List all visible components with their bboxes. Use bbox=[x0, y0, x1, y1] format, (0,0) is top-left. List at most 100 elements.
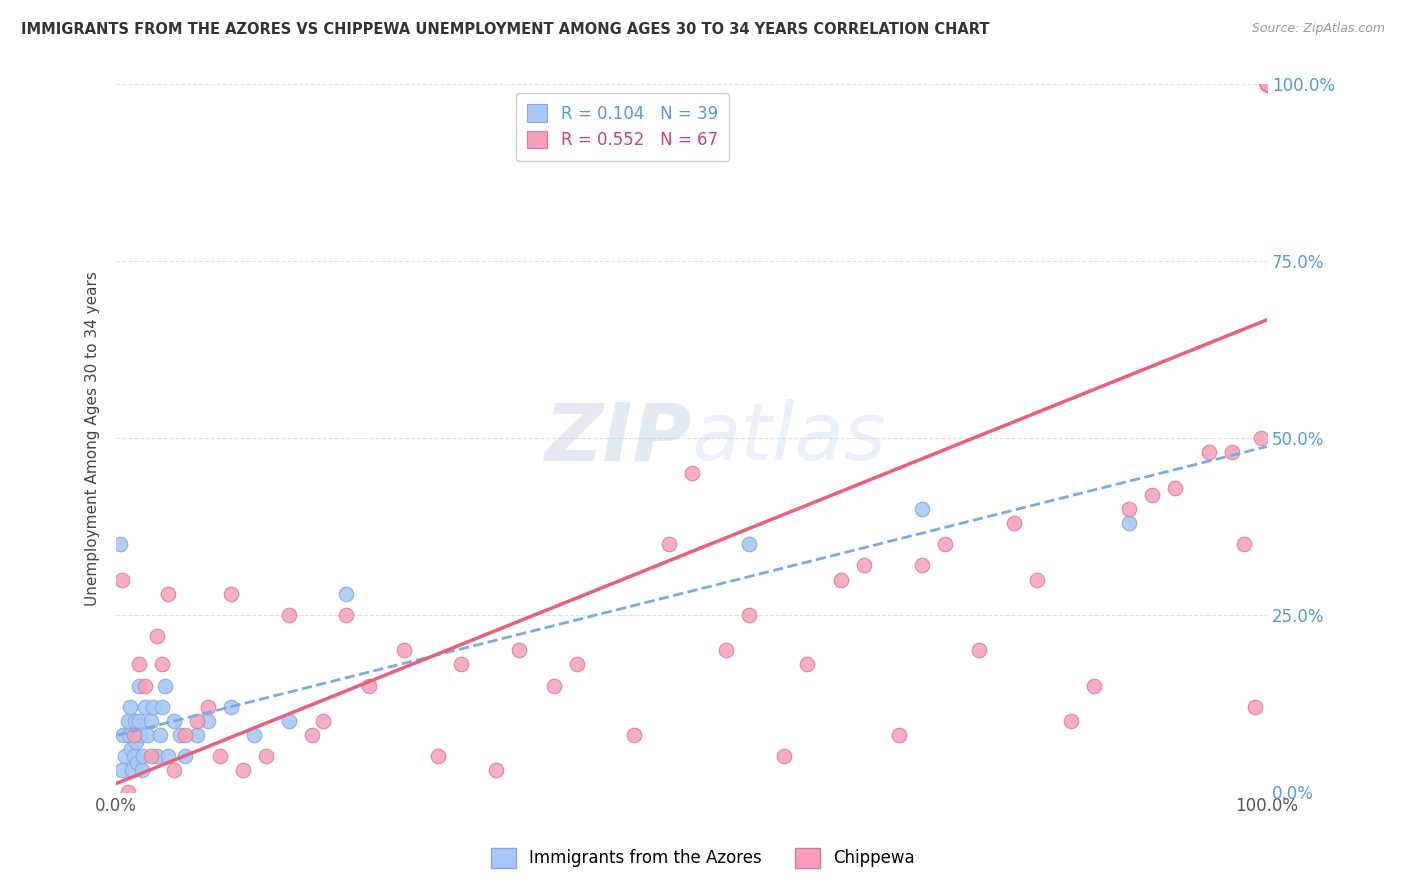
Point bbox=[122, 728, 145, 742]
Point bbox=[1025, 573, 1047, 587]
Point bbox=[134, 699, 156, 714]
Point bbox=[157, 749, 180, 764]
Point bbox=[853, 558, 876, 573]
Point bbox=[254, 749, 277, 764]
Point bbox=[1198, 445, 1220, 459]
Point bbox=[153, 679, 176, 693]
Point bbox=[277, 607, 299, 622]
Point bbox=[738, 537, 761, 551]
Point bbox=[714, 643, 737, 657]
Point bbox=[1256, 78, 1278, 92]
Point bbox=[392, 643, 415, 657]
Point bbox=[124, 714, 146, 728]
Point bbox=[1118, 501, 1140, 516]
Point bbox=[1060, 714, 1083, 728]
Point bbox=[623, 728, 645, 742]
Point bbox=[128, 714, 150, 728]
Legend: R = 0.104   N = 39, R = 0.552   N = 67: R = 0.104 N = 39, R = 0.552 N = 67 bbox=[516, 93, 730, 161]
Point bbox=[197, 714, 219, 728]
Point bbox=[450, 657, 472, 672]
Point bbox=[911, 558, 934, 573]
Point bbox=[150, 657, 173, 672]
Point bbox=[111, 764, 134, 778]
Point bbox=[1164, 481, 1187, 495]
Point bbox=[139, 714, 162, 728]
Point bbox=[128, 657, 150, 672]
Point bbox=[1256, 78, 1278, 92]
Point bbox=[1256, 78, 1278, 92]
Point bbox=[1256, 78, 1278, 92]
Point bbox=[911, 501, 934, 516]
Point bbox=[129, 728, 152, 742]
Point bbox=[174, 749, 197, 764]
Y-axis label: Unemployment Among Ages 30 to 34 years: Unemployment Among Ages 30 to 34 years bbox=[86, 270, 100, 606]
Point bbox=[335, 587, 357, 601]
Point bbox=[427, 749, 450, 764]
Text: atlas: atlas bbox=[692, 399, 886, 477]
Point bbox=[681, 467, 703, 481]
Point bbox=[125, 735, 148, 749]
Point bbox=[1256, 78, 1278, 92]
Point bbox=[1256, 78, 1278, 92]
Point bbox=[543, 679, 565, 693]
Point bbox=[197, 699, 219, 714]
Point bbox=[1256, 78, 1278, 92]
Point bbox=[120, 742, 142, 756]
Text: ZIP: ZIP bbox=[544, 399, 692, 477]
Point bbox=[145, 749, 167, 764]
Text: Source: ZipAtlas.com: Source: ZipAtlas.com bbox=[1251, 22, 1385, 36]
Point bbox=[186, 728, 208, 742]
Point bbox=[111, 573, 134, 587]
Point bbox=[738, 607, 761, 622]
Point bbox=[796, 657, 818, 672]
Point bbox=[508, 643, 530, 657]
Point bbox=[1118, 516, 1140, 530]
Point bbox=[565, 657, 588, 672]
Point bbox=[120, 699, 142, 714]
Point bbox=[312, 714, 335, 728]
Point bbox=[128, 679, 150, 693]
Point bbox=[1002, 516, 1025, 530]
Point bbox=[208, 749, 231, 764]
Point bbox=[1250, 431, 1272, 445]
Point bbox=[1083, 679, 1105, 693]
Point bbox=[117, 714, 139, 728]
Point bbox=[186, 714, 208, 728]
Point bbox=[1256, 78, 1278, 92]
Point bbox=[772, 749, 794, 764]
Point bbox=[221, 587, 243, 601]
Point bbox=[485, 764, 508, 778]
Point bbox=[163, 714, 186, 728]
Point bbox=[335, 607, 357, 622]
Point bbox=[1140, 488, 1163, 502]
Point bbox=[169, 728, 191, 742]
Point bbox=[1244, 699, 1267, 714]
Point bbox=[157, 587, 180, 601]
Point bbox=[142, 699, 165, 714]
Point bbox=[132, 749, 155, 764]
Point bbox=[1233, 537, 1256, 551]
Point bbox=[139, 749, 162, 764]
Point bbox=[887, 728, 910, 742]
Point bbox=[150, 699, 173, 714]
Point bbox=[149, 728, 172, 742]
Point bbox=[125, 756, 148, 771]
Point bbox=[1222, 445, 1244, 459]
Point bbox=[131, 764, 153, 778]
Point bbox=[1256, 78, 1278, 92]
Point bbox=[118, 728, 141, 742]
Point bbox=[1256, 78, 1278, 92]
Legend: Immigrants from the Azores, Chippewa: Immigrants from the Azores, Chippewa bbox=[484, 841, 922, 875]
Point bbox=[658, 537, 681, 551]
Point bbox=[112, 728, 135, 742]
Point bbox=[1256, 78, 1278, 92]
Point bbox=[243, 728, 266, 742]
Point bbox=[117, 785, 139, 799]
Point bbox=[145, 629, 167, 643]
Point bbox=[277, 714, 299, 728]
Point bbox=[232, 764, 254, 778]
Point bbox=[1256, 78, 1278, 92]
Point bbox=[122, 749, 145, 764]
Point bbox=[108, 537, 131, 551]
Text: IMMIGRANTS FROM THE AZORES VS CHIPPEWA UNEMPLOYMENT AMONG AGES 30 TO 34 YEARS CO: IMMIGRANTS FROM THE AZORES VS CHIPPEWA U… bbox=[21, 22, 990, 37]
